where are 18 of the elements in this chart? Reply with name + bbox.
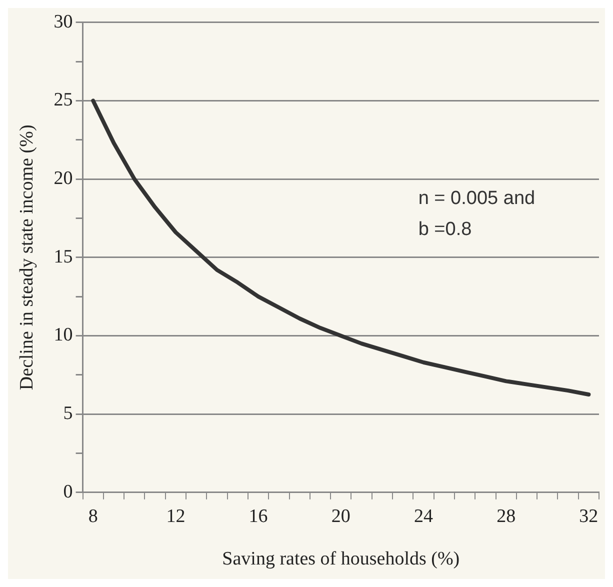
x-axis-title: Saving rates of households (%) (222, 548, 460, 570)
y-tick-label: 15 (54, 246, 73, 268)
x-tick-label: 16 (248, 506, 268, 527)
x-tick-label: 8 (88, 506, 98, 527)
y-axis-title: Decline in steady state income (%) (16, 124, 38, 390)
y-tick-label: 10 (54, 324, 73, 346)
y-tick-label: 5 (63, 403, 73, 424)
x-tick-label: 24 (414, 506, 434, 527)
y-tick-label: 25 (54, 90, 73, 111)
y-tick-label: 0 (63, 481, 73, 502)
annotation: b =0.8 (418, 218, 472, 240)
x-tick-label: 28 (496, 506, 516, 527)
annotation: n = 0.005 and (418, 188, 536, 209)
y-tick-label: 20 (54, 168, 73, 190)
x-tick-label: 32 (579, 506, 598, 527)
x-tick-label: 20 (331, 506, 350, 527)
x-tick-label: 12 (166, 506, 186, 527)
y-tick-label: 30 (54, 11, 73, 32)
